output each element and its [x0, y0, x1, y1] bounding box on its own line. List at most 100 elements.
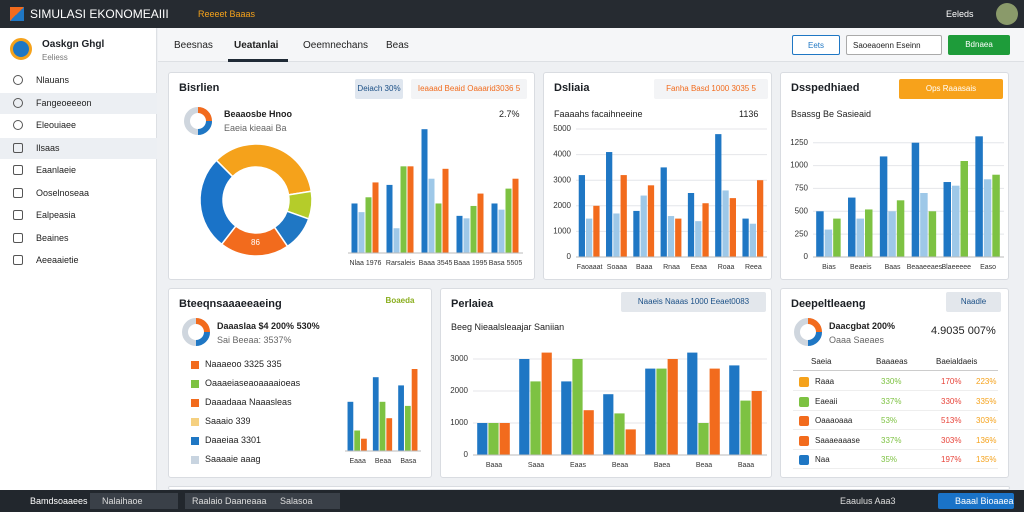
subtitle: Bsassg Be Sasieaid — [791, 109, 872, 119]
row-line — [793, 429, 998, 430]
bar — [400, 166, 407, 253]
tab[interactable]: Beesnas — [174, 40, 213, 51]
y-tick-label: 0 — [567, 252, 572, 261]
y-tick-label: 250 — [795, 229, 809, 238]
bar — [404, 405, 411, 451]
bar — [477, 423, 488, 455]
icon-arc — [195, 318, 210, 333]
y-tick-label: 1000 — [553, 227, 571, 236]
chip[interactable]: Naadle — [946, 292, 1001, 312]
y-tick-label: 750 — [795, 184, 809, 193]
heading: Daacgbat 200% — [829, 321, 896, 331]
tab-underline — [228, 59, 288, 62]
table-cell: 197% — [941, 455, 962, 464]
bar — [614, 413, 625, 455]
x-tick-label: Eaaa — [349, 458, 365, 465]
bar — [742, 218, 749, 257]
chip[interactable]: Boaeda — [385, 296, 415, 305]
bar — [695, 221, 702, 257]
x-tick-label: Bias — [822, 264, 836, 271]
panel-stub — [168, 486, 1010, 490]
button[interactable]: Eets — [792, 35, 840, 55]
nav-icon — [13, 142, 23, 153]
tab[interactable]: Ueatanlai — [234, 40, 279, 51]
bar — [667, 216, 675, 257]
bar — [372, 377, 379, 451]
nav-item[interactable]: Ilsaas — [36, 142, 60, 153]
table-cell: Saaaeaaase — [815, 435, 860, 445]
nav-item[interactable]: Beaines — [36, 232, 69, 243]
bar — [729, 198, 736, 257]
bar — [456, 215, 463, 253]
bottom-tab[interactable]: Salasoa — [280, 496, 313, 506]
chip[interactable]: Ieaaad Beaid Oaaarid3036 5 — [411, 79, 527, 99]
icon — [184, 107, 212, 135]
select[interactable]: Saoeaoenn Eseinn — [846, 35, 942, 55]
value: 4.9035 007% — [931, 325, 996, 337]
bar — [428, 178, 435, 253]
bar — [519, 359, 530, 455]
icon-arc — [195, 331, 210, 346]
bar — [740, 400, 751, 455]
chip[interactable]: Fanha Basd 1000 3035 5 — [654, 79, 768, 99]
nav-item[interactable]: Aeeaaietie — [36, 255, 79, 265]
table-cell: 335% — [976, 396, 997, 406]
action-button[interactable]: Baaal Bioaaea — [955, 496, 1014, 506]
bottom-left[interactable]: Bamdsoaaees — [30, 496, 88, 506]
bar — [393, 228, 400, 253]
bar — [398, 385, 404, 451]
avatar[interactable] — [996, 3, 1018, 25]
panel: Perlaiea Naaeis Naaas 1000 Eeaet0083 Beeg … — [440, 288, 772, 478]
chip[interactable]: Ops Raaasais — [899, 79, 1003, 99]
chart: Nlaa 1976 Rarsaleis Baaa 3545 Baaa 1995 Basa… — [348, 129, 523, 267]
bar — [687, 193, 695, 257]
chip[interactable]: Deiach 30% — [355, 79, 403, 99]
tab-bar: Beesnas Ueatanlai Oeemnechans Beas Eets Saoea… — [158, 28, 1024, 62]
nav-item[interactable]: Ooselnoseaa — [36, 187, 90, 198]
nav-item[interactable]: Eleouiaee — [36, 120, 77, 130]
legend-label: Daaadaaa Naaasleas — [205, 397, 292, 407]
bottom-tab[interactable]: Nalaihaoe — [102, 496, 143, 506]
x-tick-label: Blaeeeee — [941, 264, 971, 271]
bar — [365, 197, 372, 253]
table-header: Saeia — [811, 357, 832, 366]
bar — [386, 184, 393, 253]
bar — [583, 410, 594, 455]
segment-label: 86 — [251, 238, 260, 247]
nav-item[interactable]: Fangeoeeeon — [36, 97, 92, 108]
app-title: SIMULASI EKONOMEAIII — [30, 7, 169, 21]
row-icon — [799, 396, 809, 407]
table-cell: 337% — [881, 396, 902, 406]
nav-icon — [13, 210, 23, 220]
chart: 0 250 500 750 1000 1250 Bias Beaeis Baas Beaaeeae… — [790, 136, 1004, 271]
bar — [361, 438, 367, 451]
button[interactable]: Bdnaea — [948, 35, 1010, 55]
tab[interactable]: Beas — [386, 40, 409, 51]
icon — [794, 318, 822, 346]
bar — [749, 223, 756, 257]
bar — [620, 175, 627, 257]
nav-item[interactable]: Nlauans — [36, 75, 70, 85]
x-tick-label: Roaa — [718, 264, 735, 271]
nav-icon — [13, 232, 23, 243]
donut-segment — [199, 159, 237, 246]
subtitle: Faaaahs facaihneeine — [554, 109, 643, 119]
nav-item[interactable]: Ealpeasia — [36, 210, 76, 220]
bar — [675, 218, 682, 257]
x-tick-label: Reea — [745, 264, 762, 271]
sidebar: Oaskgn Ghgl Eeliess Nlauans Fangeoeeeon El… — [0, 28, 157, 490]
legend-label: Naaaeoo 3325 335 — [205, 359, 282, 369]
nav-item[interactable]: Eaanlaeie — [36, 165, 77, 175]
badge[interactable]: Reeeet Baaas — [198, 9, 256, 19]
x-tick-label: Baas — [885, 264, 901, 271]
tab[interactable]: Oeemnechans — [303, 40, 369, 51]
chip[interactable]: Naaeis Naaas 1000 Eeaet0083 — [621, 292, 766, 312]
subtitle: Beaaosbe Hnoo — [224, 109, 293, 119]
user-name[interactable]: Eeleds — [946, 9, 974, 19]
bar — [505, 188, 512, 253]
subheading: Oaaa Saeaes — [829, 335, 885, 345]
bar — [647, 185, 655, 257]
table-header: Baaaeas — [876, 357, 908, 366]
chart: 0 1000 2000 3000 Baaa Saaa Eaas Beaa Baea Beaa Baa… — [450, 352, 767, 469]
bottom-tab[interactable]: Raalaio Daaneaaa — [192, 496, 267, 506]
